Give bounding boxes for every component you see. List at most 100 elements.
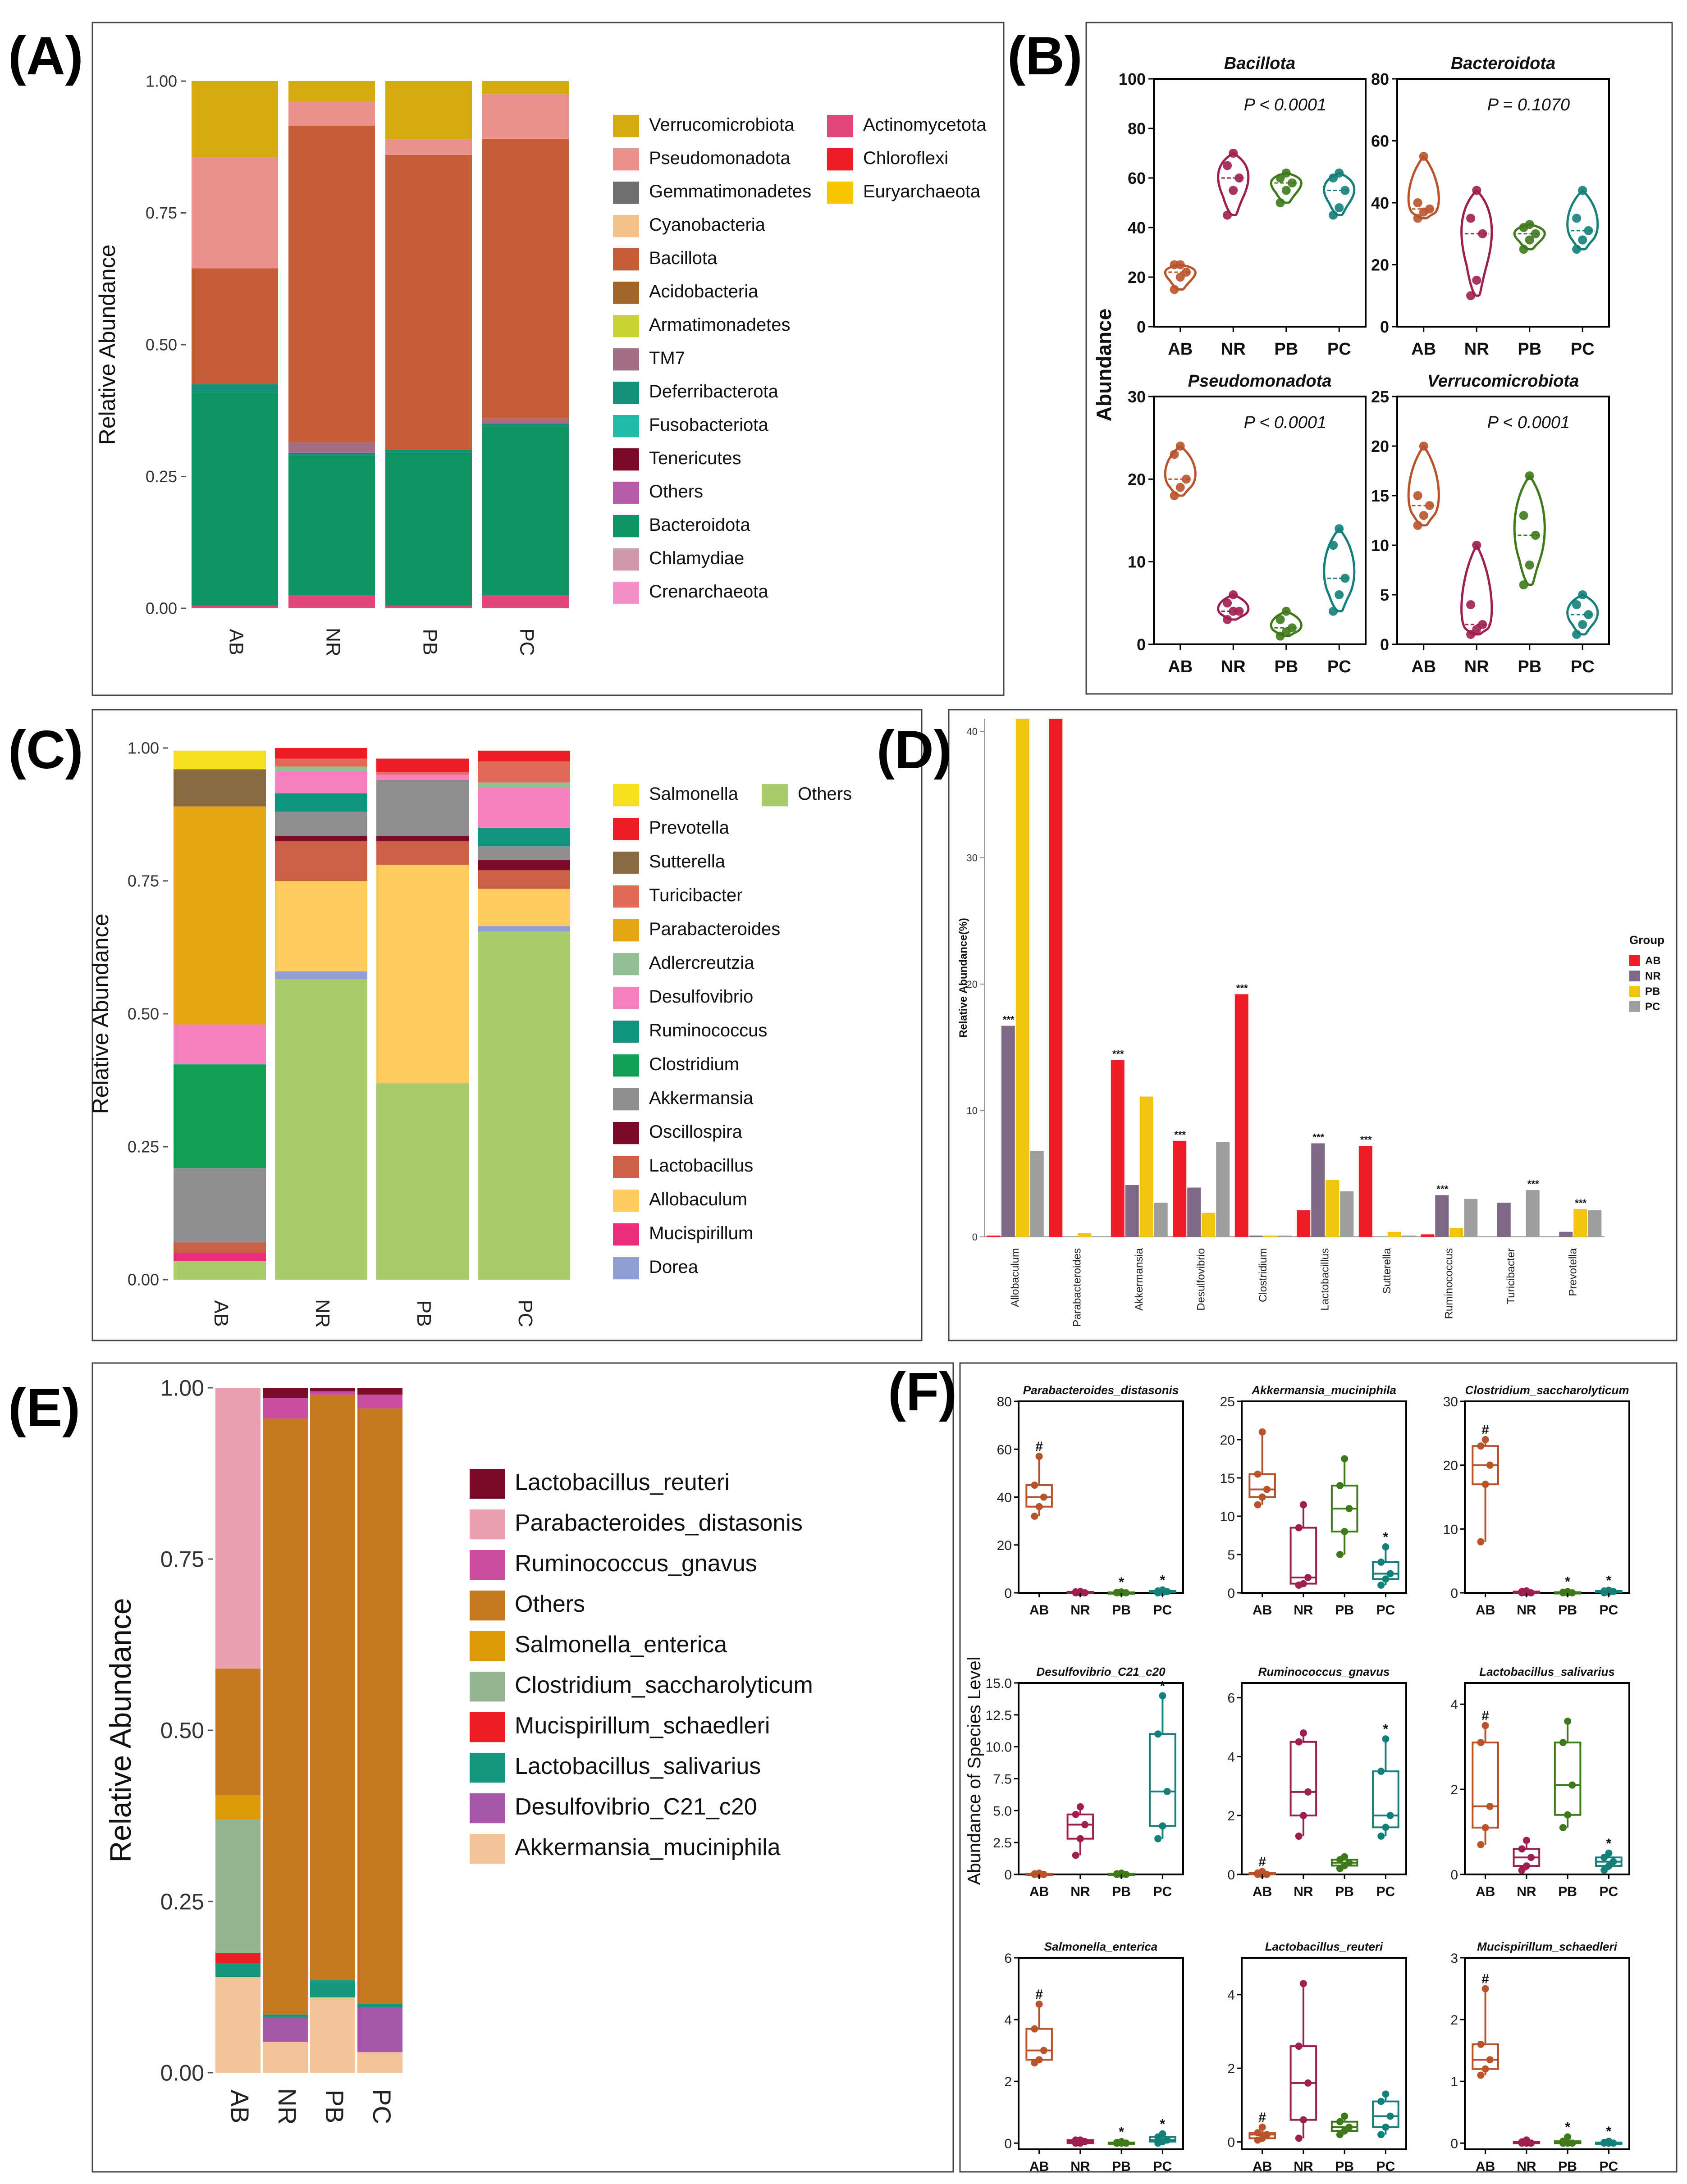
f-salmonella-enterica-ytick-label: 4 [1004,2013,1012,2028]
a-bar-ab-pseudomonadota [192,157,278,269]
f-clostridium-saccharolyticum-point-nr [1522,1587,1530,1595]
d-significance-allobaculum: *** [1003,1014,1015,1026]
f-lactobacillus-reuteri-point-ab [1263,2131,1271,2138]
b-verrucomicrobiota-ytick-label: 10 [1371,536,1389,555]
b-verrucomicrobiota-pvalue: P < 0.0001 [1487,413,1570,432]
a-legend-swatch-chlamydiae [613,548,639,571]
b-bacteroidota-point-nr [1472,186,1481,195]
f-desulfovibrio-c21-c20-point-nr [1081,1821,1089,1828]
f-salmonella-enterica-point-pb [1118,2138,1125,2145]
c-bar-pb-lactobacillus [376,841,469,865]
e-bar-pb-others [310,1395,355,1980]
b-verrucomicrobiota-xtick-label-nr: NR [1464,657,1489,676]
d-bar-allobaculum-pc [1030,1151,1044,1237]
c-legend-swatch-dorea [613,1257,639,1280]
a-bar-nr-verrucomicrobiota [288,81,375,102]
a-ylabel: Relative Abundance [95,245,120,445]
b-pseudomonadota-pvalue: P < 0.0001 [1244,413,1326,432]
f-lactobacillus-salivarius-xtick-label-pb: PB [1558,1884,1577,1899]
f-parabacteroides-distasonis-mark-ab: # [1035,1439,1043,1454]
d-ytick-label: 10 [967,1105,978,1117]
b-bacillota-pvalue: P < 0.0001 [1244,96,1326,114]
f-lactobacillus-salivarius-point-ab [1481,1722,1489,1729]
f-lactobacillus-reuteri-point-pc [1386,2112,1394,2120]
f-lactobacillus-reuteri-title: Lactobacillus_reuteri [1265,1940,1383,1953]
b-verrucomicrobiota-ytick-label: 25 [1371,388,1389,406]
b-pseudomonadota-ytick-label: 0 [1137,635,1146,654]
f-mucispirillum-schaedleri-point-pb [1564,2133,1572,2141]
f-akkermansia-muciniphila-ytick-label: 20 [1220,1433,1235,1448]
f-parabacteroides-distasonis-xtick-label-pc: PC [1153,1603,1172,1618]
b-pseudomonadota-point-nr [1229,590,1238,599]
b-verrucomicrobiota-ytick-label: 15 [1371,487,1389,505]
f-ruminococcus-gnavus-point-pc [1377,1768,1385,1775]
d-bar-prevotella-nr [1559,1231,1573,1237]
d-legend-label-nr: NR [1645,970,1661,982]
f-lactobacillus-salivarius-title: Lactobacillus_salivarius [1479,1665,1615,1678]
c-bar-pc-prevotella [478,750,570,761]
f-lactobacillus-reuteri-point-nr [1304,2079,1312,2087]
f-lactobacillus-reuteri-xtick-label-ab: AB [1253,2159,1272,2174]
f-lactobacillus-reuteri-point-nr [1295,2043,1303,2050]
b-pseudomonadota-point-ab [1175,442,1185,451]
e-legend-swatch-ruminococcus-gnavus [470,1550,505,1580]
f-desulfovibrio-c21-c20-point-pc [1154,1835,1162,1842]
f-lactobacillus-salivarius-point-nr [1527,1854,1535,1861]
a-bar-nr-bacillota [288,126,375,442]
e-bar-pb-lactobacillus-salivarius [310,1980,355,1997]
a-legend-swatch-verrucomicrobiota [613,115,639,137]
e-legend-swatch-akkermansia-muciniphila [470,1834,505,1864]
e-legend-label-lactobacillus-reuteri: Lactobacillus_reuteri [515,1469,730,1496]
f-clostridium-saccharolyticum-point-pb [1564,1588,1572,1596]
f-clostridium-saccharolyticum-point-ab [1481,1481,1489,1488]
b-bacteroidota-ytick-label: 0 [1380,318,1389,336]
b-pseudomonadota-violin-nr [1217,593,1250,621]
b-verrucomicrobiota-point-nr [1472,541,1481,550]
f-mucispirillum-schaedleri-point-ab [1486,2056,1494,2064]
f-lactobacillus-salivarius-mark-ab: # [1481,1708,1489,1723]
f-clostridium-saccharolyticum-point-pc [1605,1587,1613,1594]
f-lactobacillus-salivarius-point-ab [1481,1824,1489,1832]
f-akkermansia-muciniphila-ytick-label: 0 [1227,1586,1235,1601]
e-legend-swatch-desulfovibrio-c21-c20 [470,1793,505,1824]
b-verrucomicrobiota-point-pb [1519,580,1528,589]
d-bar-sutterella-ab [1358,1146,1372,1237]
d-significance-clostridium: *** [1236,982,1248,994]
a-ytick-label: 0.25 [146,467,177,486]
b-bacillota-ytick-label: 80 [1128,119,1146,138]
b-bacteroidota-violin-nr [1460,188,1493,297]
c-category-pc: PC [514,1299,536,1327]
b-bacillota-xtick-label-nr: NR [1221,340,1246,359]
b-bacteroidota-point-nr [1466,214,1476,223]
d-significance-prevotella: *** [1575,1197,1586,1208]
b-bacillota-violin-pb [1270,172,1303,204]
f-salmonella-enterica-mark-pb: * [1119,2125,1124,2139]
b-bacillota-violin-ab [1164,263,1197,291]
b-pseudomonadota-point-pc [1329,541,1338,550]
c-bar-pb-akkermansia [376,780,469,836]
f-parabacteroides-distasonis-point-ab [1035,1453,1043,1460]
f-akkermansia-muciniphila-point-pc [1382,1543,1390,1550]
e-ytick-label: 1.00 [160,1376,204,1401]
b-verrucomicrobiota-violin-pb [1513,474,1546,586]
e-legend-label-parabacteroides-distasonis: Parabacteroides_distasonis [515,1510,803,1536]
f-akkermansia-muciniphila-point-nr [1304,1574,1312,1581]
e-bar-ab-mucispirillum-schaedleri [215,1953,261,1963]
f-lactobacillus-reuteri-point-ab [1258,2123,1266,2131]
d-bar-lactobacillus-pb [1326,1180,1340,1237]
b-bacillota-point-pb [1281,186,1291,195]
c-legend-label-sutterella: Sutterella [649,852,726,871]
chart-d: 0 10 20 30 40 Relative Abundance(%) Allobaculu… [957,719,1664,1327]
a-bar-pb-verrucomicrobiota [385,81,472,139]
f-lactobacillus-reuteri-point-pb [1345,2123,1353,2131]
c-bar-nr-prevotella [275,748,367,759]
f-lactobacillus-reuteri-xtick-label-pb: PB [1335,2159,1354,2174]
c-legend-swatch-akkermansia [613,1088,639,1111]
f-mucispirillum-schaedleri-point-ab [1477,2071,1485,2079]
f-akkermansia-muciniphila-frame [1241,1400,1407,1594]
a-legend-label-tm7: TM7 [649,348,685,368]
f-akkermansia-muciniphila-point-ab [1263,1486,1271,1493]
f-ruminococcus-gnavus-xtick-label-ab: AB [1253,1884,1272,1899]
b-verrucomicrobiota-point-nr [1466,600,1476,609]
f-desulfovibrio-c21-c20-point-nr [1072,1851,1079,1859]
